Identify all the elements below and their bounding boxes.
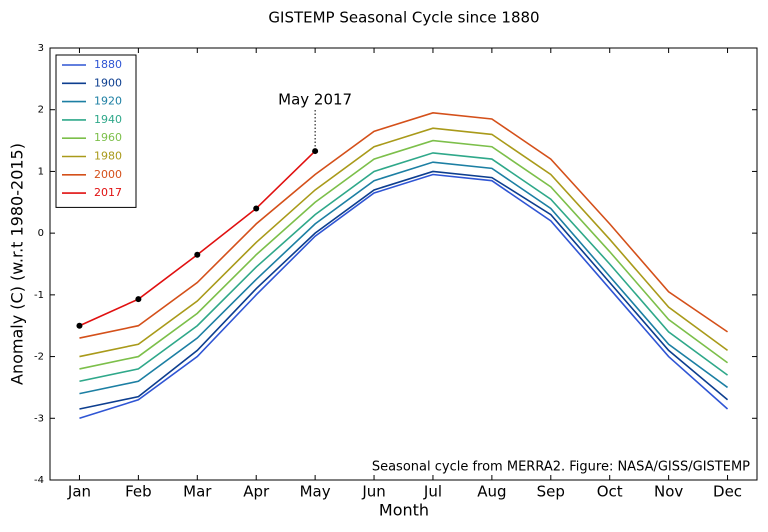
legend-label: 2000 bbox=[94, 168, 122, 181]
series-line bbox=[79, 173, 729, 420]
chart-title: GISTEMP Seasonal Cycle since 1880 bbox=[268, 9, 539, 27]
x-tick-label: Jul bbox=[423, 483, 442, 501]
x-tick-label: Oct bbox=[597, 483, 623, 501]
y-tick-label: -1 bbox=[34, 290, 44, 301]
series-line bbox=[79, 170, 729, 410]
point bbox=[135, 296, 142, 303]
annotation: May 2017 bbox=[278, 91, 352, 109]
plot-frame bbox=[49, 47, 758, 481]
legend-label: 1880 bbox=[94, 58, 122, 71]
y-tick-label: -3 bbox=[34, 413, 44, 424]
legend-box bbox=[55, 54, 137, 208]
y-tick-label: 3 bbox=[38, 43, 44, 54]
x-tick-label: Jan bbox=[67, 483, 91, 501]
x-tick-label: Mar bbox=[183, 483, 212, 501]
x-tick-label: May bbox=[300, 483, 331, 501]
y-tick-label: 2 bbox=[38, 105, 44, 116]
x-tick-label: Dec bbox=[713, 483, 742, 501]
x-tick-label: Sep bbox=[537, 483, 565, 501]
x-tick-label: Aug bbox=[477, 483, 506, 501]
x-tick-label: Nov bbox=[654, 483, 683, 501]
series-line bbox=[79, 139, 729, 370]
x-tick-label: Feb bbox=[125, 483, 152, 501]
legend-label: 2017 bbox=[94, 186, 122, 199]
point bbox=[194, 251, 201, 258]
y-axis-label: Anomaly (C) (w.r.t 1980-2015) bbox=[8, 143, 27, 385]
legend-label: 1980 bbox=[94, 150, 122, 163]
x-tick-label: Apr bbox=[243, 483, 270, 501]
y-tick-label: 1 bbox=[38, 166, 44, 177]
footnote: Seasonal cycle from MERRA2. Figure: NASA… bbox=[372, 460, 750, 475]
series-line bbox=[79, 161, 729, 395]
y-tick-label: 0 bbox=[38, 228, 44, 239]
legend-label: 1960 bbox=[94, 131, 122, 144]
x-tick-label: Jun bbox=[361, 483, 385, 501]
series-line bbox=[79, 152, 729, 383]
series-line bbox=[79, 111, 728, 339]
legend-label: 1920 bbox=[94, 95, 122, 108]
series-line bbox=[79, 127, 729, 358]
y-tick-label: -2 bbox=[34, 352, 44, 363]
point bbox=[312, 148, 319, 155]
y-tick-label: -4 bbox=[34, 475, 44, 486]
legend-label: 1900 bbox=[94, 76, 122, 89]
point bbox=[76, 322, 83, 329]
point bbox=[253, 205, 260, 212]
legend-label: 1940 bbox=[94, 113, 122, 126]
x-axis-label: Month bbox=[379, 501, 429, 520]
